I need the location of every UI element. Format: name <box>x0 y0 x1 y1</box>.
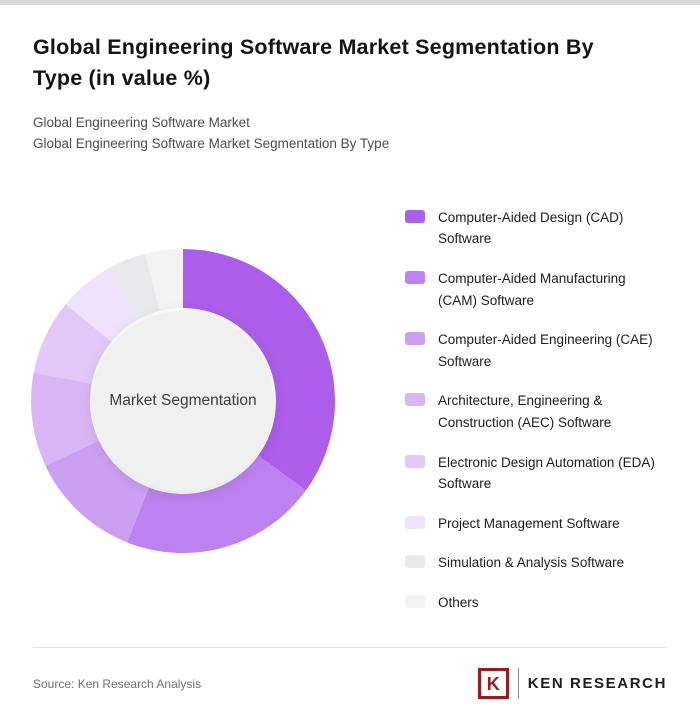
donut-chart-container: Market Segmentation <box>21 239 345 563</box>
donut-segment-7[interactable] <box>145 248 183 311</box>
ken-research-logo: K KEN RESEARCH <box>477 668 667 699</box>
legend-swatch <box>405 595 425 608</box>
legend-swatch <box>405 271 425 285</box>
legend-label: Architecture, Engineering & Construction… <box>438 393 612 431</box>
legend-label: Project Management Software <box>438 515 620 531</box>
legend-swatch <box>405 515 425 529</box>
donut-segment-5[interactable] <box>65 267 139 342</box>
donut-segment-3[interactable] <box>30 372 99 466</box>
legend-item[interactable]: Electronic Design Automation (EDA) Softw… <box>405 452 667 495</box>
donut-center-label: Market Segmentation <box>109 392 256 409</box>
ken-research-logo-text: KEN RESEARCH <box>517 668 667 699</box>
donut-segment-4[interactable] <box>33 303 112 384</box>
legend-swatch <box>405 454 425 468</box>
legend-item[interactable]: Computer-Aided Engineering (CAE) Softwar… <box>405 329 667 372</box>
donut-segment-1[interactable] <box>127 455 306 553</box>
donut-center-circle <box>93 310 273 491</box>
chart-section: Market Segmentation Computer-Aided Desig… <box>30 201 667 614</box>
ken-research-logo-icon: K <box>477 668 509 699</box>
donut-segment-0[interactable] <box>183 248 335 491</box>
legend-item[interactable]: Architecture, Engineering & Construction… <box>405 390 667 433</box>
donut-segment-2[interactable] <box>45 440 149 543</box>
donut-segment-6[interactable] <box>109 253 160 320</box>
legend-label: Computer-Aided Manufacturing (CAM) Softw… <box>438 271 626 308</box>
legend-item[interactable]: Simulation & Analysis Software <box>405 552 667 574</box>
legend-swatch <box>405 555 425 569</box>
top-divider-bar <box>0 0 700 5</box>
donut-segments <box>30 248 335 553</box>
donut-chart: Market Segmentation <box>30 248 335 553</box>
page-title: Global Engineering Software Market Segme… <box>33 35 594 90</box>
legend-label: Computer-Aided Design (CAD) Software <box>438 209 624 247</box>
legend-label: Electronic Design Automation (EDA) Softw… <box>438 454 655 492</box>
legend-swatch <box>405 393 425 407</box>
legend-item[interactable]: Project Management Software <box>405 513 667 535</box>
footer: Source: Ken Research Analysis K KEN RESE… <box>33 647 667 699</box>
legend-swatch <box>405 332 425 346</box>
legend-item[interactable]: Computer-Aided Manufacturing (CAM) Softw… <box>405 268 667 311</box>
legend-item[interactable]: Computer-Aided Design (CAD) Software <box>405 207 667 250</box>
chart-subtitle-2: Global Engineering Software Market Segme… <box>33 135 390 151</box>
legend-label: Simulation & Analysis Software <box>438 555 625 571</box>
source-attribution: Source: Ken Research Analysis <box>33 676 202 691</box>
legend-label: Others <box>438 595 479 610</box>
legend-label: Computer-Aided Engineering (CAE) Softwar… <box>438 332 653 369</box>
legend-swatch <box>405 209 425 223</box>
legend: Computer-Aided Design (CAD) Software Comp… <box>405 201 667 614</box>
chart-subtitle-1: Global Engineering Software Market <box>33 115 250 131</box>
legend-item[interactable]: Others <box>405 592 667 614</box>
